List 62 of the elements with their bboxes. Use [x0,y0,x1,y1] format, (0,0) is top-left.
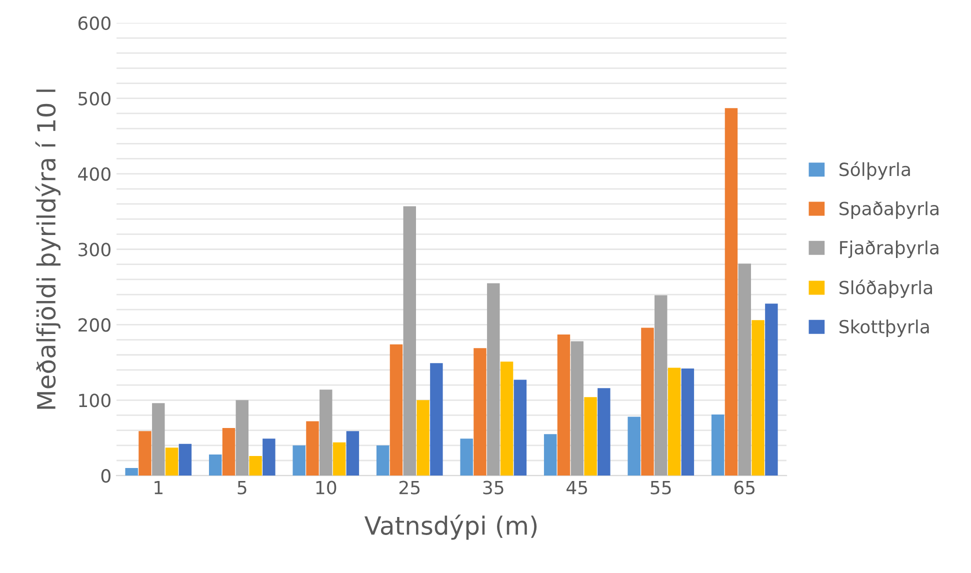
bar [724,108,738,476]
bar [152,403,165,476]
y-tick-label: 400 [78,167,110,181]
bar [738,264,751,476]
bar [178,444,192,476]
bar [584,397,597,476]
legend-label: Slóðaþyrla [840,280,932,298]
x-tick-label: 5 [238,481,246,494]
bar [346,431,360,476]
bar [557,334,570,476]
bar [292,445,306,476]
bar [262,438,276,476]
y-tick-label: 100 [79,394,110,408]
bar [711,414,724,476]
legend-label: Spaðaþyrla [840,201,938,219]
bar [474,348,486,476]
bar [236,400,249,476]
bar [138,431,152,476]
bar [320,390,332,476]
bar [376,445,390,476]
y-tick-label: 600 [78,16,110,30]
x-tick-label: 25 [399,480,420,494]
legend-label: Skottþyrla [840,320,929,337]
y-tick-label: 500 [78,92,110,106]
x-tick-label: 55 [650,481,671,494]
bar [208,454,222,476]
bar [332,442,346,476]
bar [514,380,527,476]
bar [249,456,262,476]
bar [403,206,416,476]
bar [222,428,236,476]
x-axis-title: Vatnsdýpi (m) [364,514,537,540]
bar [306,421,319,476]
bar [544,434,557,476]
bar [628,416,640,476]
bar [390,344,403,476]
y-tick-label: 0 [101,469,110,483]
bar [752,320,764,476]
y-axis-title: Meðalfjöldi þyrildýra í 10 l [35,90,61,409]
bar [681,368,694,476]
x-tick-label: 10 [316,480,336,494]
bar [500,362,514,476]
x-tick-label: 45 [566,481,588,494]
bar [165,448,178,476]
x-tick-label: 1 [154,481,162,494]
bar [430,363,443,476]
bar [570,341,584,476]
bar [598,388,610,476]
legend-label: Sólþyrla [840,162,910,180]
bar [125,468,138,476]
legend-label: Fjaðraþyrla [840,240,938,258]
x-tick-label: 65 [734,480,755,494]
bar [765,304,778,476]
y-tick-label: 200 [78,318,110,332]
bar [416,400,430,476]
bar [641,328,654,476]
bar [654,295,668,476]
bar [668,368,681,476]
bar [460,438,473,476]
x-tick-label: 35 [483,480,504,494]
bar [487,283,500,476]
y-tick-label: 300 [78,242,110,256]
